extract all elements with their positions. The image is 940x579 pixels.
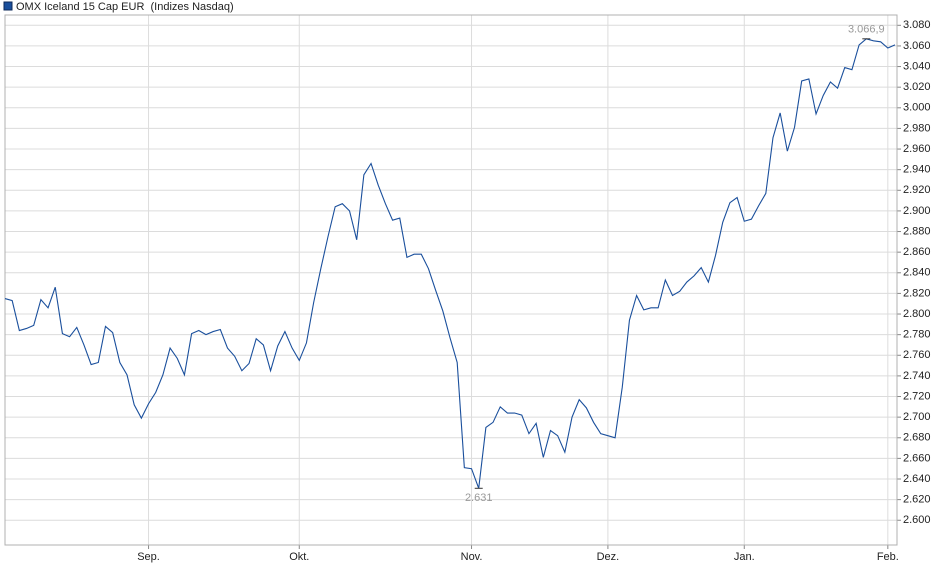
x-tick-label: Nov. [461,551,483,563]
y-tick-label: 2.620 [903,494,931,506]
max-label: 3.066,9 [848,24,885,36]
min-label: 2.631 [465,492,493,504]
x-tick-label: Feb. [877,551,899,563]
y-tick-label: 3.040 [903,60,931,72]
y-tick-label: 2.640 [903,473,931,485]
y-tick-label: 2.740 [903,370,931,382]
y-tick-label: 2.920 [903,184,931,196]
x-tick-label: Jan. [734,551,755,563]
y-tick-label: 2.840 [903,267,931,279]
y-tick-label: 2.680 [903,432,931,444]
y-tick-label: 2.720 [903,390,931,402]
line-series [4,38,896,489]
y-tick-label: 2.760 [903,349,931,361]
y-tick-label: 2.780 [903,329,931,341]
y-tick-label: 2.900 [903,205,931,217]
legend-label: OMX Iceland 15 Cap EUR (Indizes Nasdaq) [16,1,234,13]
y-tick-label: 3.080 [903,19,931,31]
y-tick-label: 2.820 [903,287,931,299]
y-tick-label: 2.880 [903,225,931,237]
y-tick-label: 2.600 [903,514,931,526]
y-tick-label: 2.700 [903,411,931,423]
y-tick-label: 3.020 [903,81,931,93]
y-tick-label: 3.060 [903,40,931,52]
y-tick-label: 2.960 [903,143,931,155]
x-tick-label: Sep. [137,551,160,563]
legend-swatch [3,1,13,11]
y-tick-label: 2.980 [903,122,931,134]
plot-frame [4,14,898,546]
x-tick-label: Dez. [597,551,620,563]
y-tick-label: 2.660 [903,452,931,464]
y-tick-label: 2.860 [903,246,931,258]
y-tick-label: 2.800 [903,308,931,320]
y-tick-label: 2.940 [903,164,931,176]
y-tick-label: 3.000 [903,102,931,114]
x-tick-label: Okt. [289,551,309,563]
